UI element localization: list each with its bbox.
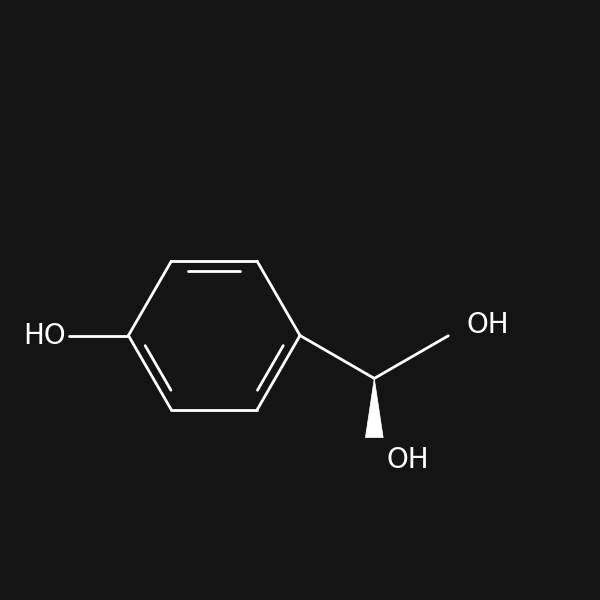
Text: OH: OH — [386, 446, 429, 475]
Text: OH: OH — [466, 311, 509, 339]
Polygon shape — [365, 379, 383, 437]
Text: HO: HO — [23, 322, 66, 349]
